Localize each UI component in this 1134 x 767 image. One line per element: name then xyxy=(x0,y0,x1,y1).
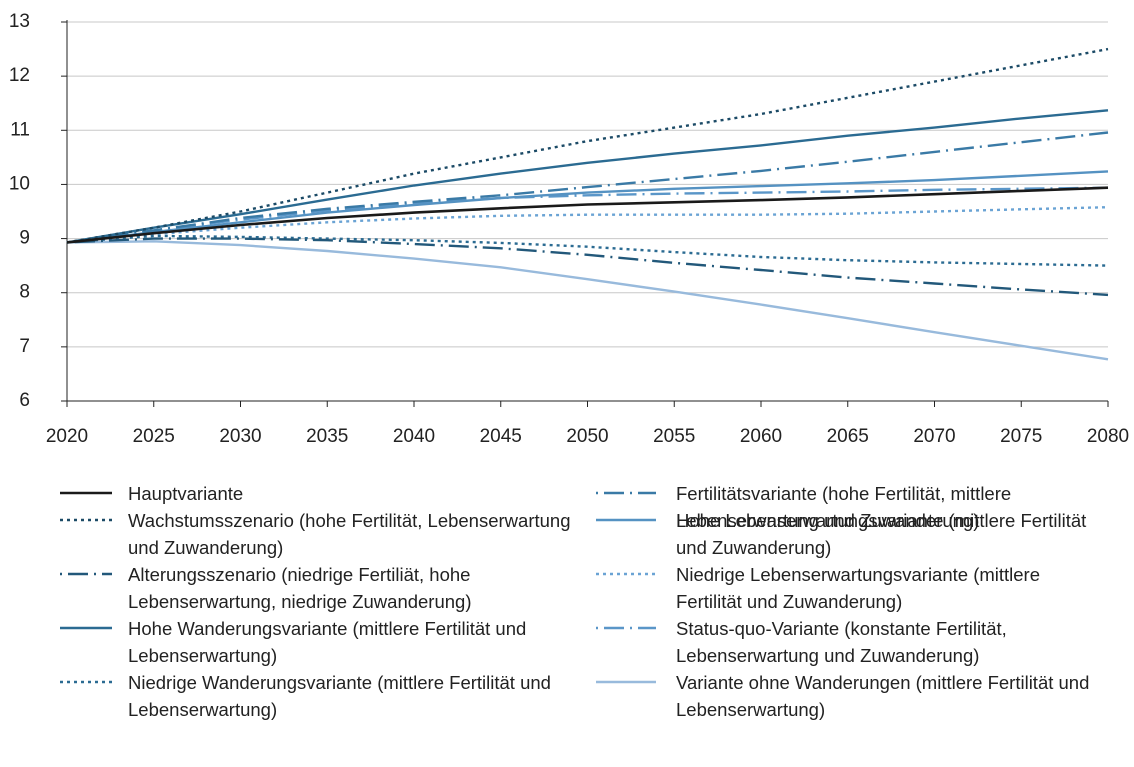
legend-item: Hohe Lebenserwartungsvariante (mittlere … xyxy=(594,507,1114,561)
x-tick-label: 2035 xyxy=(306,426,348,447)
y-tick-label: 11 xyxy=(10,119,30,140)
legend-label: Alterungsszenario (niedrige Fertiliät, h… xyxy=(128,564,472,612)
y-tick-label: 10 xyxy=(9,173,30,194)
series-line xyxy=(66,170,1109,244)
y-tick-label: 6 xyxy=(19,390,30,411)
legend-swatch xyxy=(60,518,112,522)
series-line xyxy=(66,131,1109,244)
legend-label: Status-quo-Variante (konstante Fertilitä… xyxy=(676,618,1007,666)
legend-swatch xyxy=(60,680,112,684)
legend-item: Fertilitätsvariante (hohe Fertilität, mi… xyxy=(594,480,1114,534)
y-tick-label: 13 xyxy=(9,11,30,32)
legend-label: Fertilitätsvariante (hohe Fertilität, mi… xyxy=(676,483,1012,531)
x-tick-label: 2020 xyxy=(46,426,88,447)
legend-label: Hohe Wanderungsvariante (mittlere Fertil… xyxy=(128,618,527,666)
legend-swatch xyxy=(596,491,656,495)
y-tick-label: 8 xyxy=(19,282,30,303)
legend-swatch xyxy=(60,491,112,495)
legend-item: Wachstumsszenario (hohe Fertilität, Lebe… xyxy=(58,507,598,561)
legend-item: Hauptvariante xyxy=(58,480,598,507)
x-tick-label: 2070 xyxy=(913,426,955,447)
legend-item: Status-quo-Variante (konstante Fertilitä… xyxy=(594,615,1114,669)
legend-swatch xyxy=(596,626,656,630)
x-tick-label: 2040 xyxy=(393,426,435,447)
legend-label: Hohe Lebenserwartungsvariante (mittlere … xyxy=(676,510,1087,558)
chart: 6 7 8 9 10 11 12 13 2020 2025 2030 2035 2040 2045 2050… xyxy=(9,11,1129,447)
series-line xyxy=(66,206,1109,244)
x-tick-label: 2075 xyxy=(1000,426,1042,447)
x-tick-label: 2060 xyxy=(740,426,782,447)
legend-item: Niedrige Wanderungsvariante (mittlere Fe… xyxy=(58,669,598,723)
series-line xyxy=(66,237,1109,297)
x-tick-label: 2045 xyxy=(480,426,522,447)
legend-swatch xyxy=(60,626,112,630)
x-tick-label: 2080 xyxy=(1087,426,1129,447)
legend-swatch xyxy=(596,572,656,576)
legend-label: Niedrige Lebenserwartungsvariante (mittl… xyxy=(676,564,1041,612)
legend-label: Hauptvariante xyxy=(128,483,244,504)
legend-swatch xyxy=(596,518,656,522)
x-tick-label: 2030 xyxy=(219,426,261,447)
y-tick-label: 12 xyxy=(9,65,30,86)
legend-swatch xyxy=(596,680,656,684)
x-tick-label: 2065 xyxy=(827,426,869,447)
x-tick-label: 2050 xyxy=(566,426,608,447)
series-line xyxy=(66,240,1109,361)
legend-label: Variante ohne Wanderungen (mittlere Fert… xyxy=(676,672,1090,720)
legend-item: Niedrige Lebenserwartungsvariante (mittl… xyxy=(594,561,1114,615)
legend-label: Wachstumsszenario (hohe Fertilität, Lebe… xyxy=(128,510,571,558)
legend-swatch xyxy=(60,572,112,576)
series-line xyxy=(66,186,1109,244)
series-line xyxy=(66,109,1109,244)
legend-item: Alterungsszenario (niedrige Fertiliät, h… xyxy=(58,561,598,615)
legend-item: Hohe Wanderungsvariante (mittlere Fertil… xyxy=(58,615,598,669)
legend-label: Niedrige Wanderungsvariante (mittlere Fe… xyxy=(128,672,551,720)
x-tick-label: 2055 xyxy=(653,426,695,447)
series-line xyxy=(66,47,1109,244)
y-tick-label: 9 xyxy=(19,228,30,249)
y-tick-label: 7 xyxy=(19,336,30,357)
series-line xyxy=(66,186,1109,244)
legend-item: Variante ohne Wanderungen (mittlere Fert… xyxy=(594,669,1114,723)
series-line xyxy=(66,234,1109,267)
x-tick-label: 2025 xyxy=(133,426,175,447)
